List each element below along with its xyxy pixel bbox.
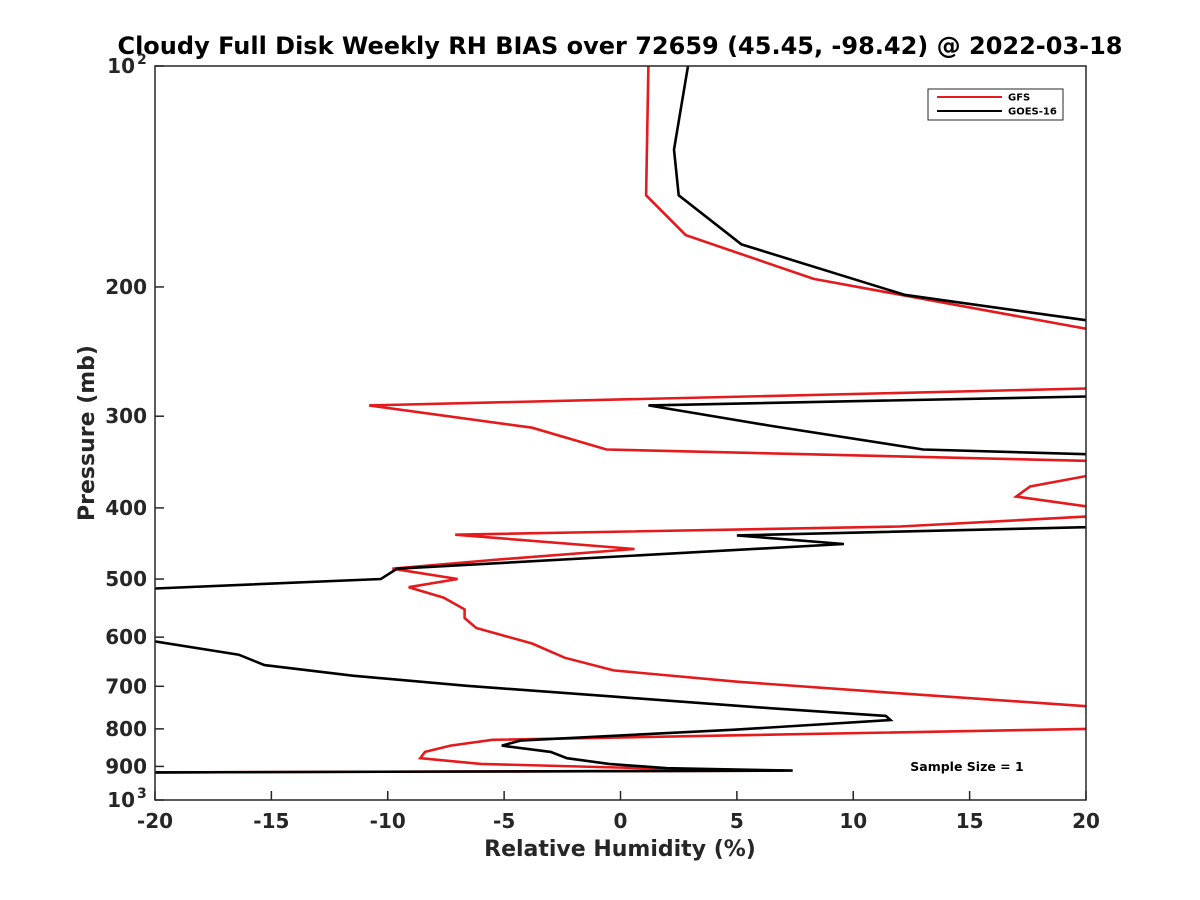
x-tick-label: -15: [253, 809, 289, 833]
y-axis-label: Pressure (mb): [75, 345, 100, 521]
x-tick-label: 10: [839, 809, 867, 833]
x-axis-label: Relative Humidity (%): [484, 837, 756, 862]
y-tick-label: 10: [107, 54, 135, 78]
sample-size-annotation: Sample Size = 1: [910, 759, 1023, 774]
axes-frame: [154, 65, 1087, 801]
x-tick-label: -20: [137, 809, 173, 833]
x-tick-label: 15: [956, 809, 984, 833]
y-tick-label: 200: [105, 275, 147, 299]
x-tick-label: -5: [493, 809, 515, 833]
y-tick-label: 10: [107, 788, 135, 812]
chart-title: Cloudy Full Disk Weekly RH BIAS over 726…: [117, 32, 1122, 60]
x-axis-ticks: -20 -15 -10 -5 0 5 10 15 20: [137, 791, 1100, 833]
y-tick-exponent: 2: [137, 52, 147, 68]
y-tick-exponent: 3: [137, 786, 147, 802]
y-tick-label: 500: [105, 567, 147, 591]
x-tick-label: 5: [730, 809, 744, 833]
legend: GFS GOES-16: [927, 88, 1064, 121]
legend-label-goes16: GOES-16: [1008, 107, 1057, 118]
series-line-goes16: [155, 66, 1086, 774]
plot-area: -20 -15 -10 -5 0 5 10 15 20 21020030040050060070…: [105, 52, 1100, 833]
legend-box: [927, 88, 1064, 121]
series-layer: [155, 66, 1086, 774]
y-tick-label: 900: [105, 754, 147, 778]
y-tick-label: 600: [105, 625, 147, 649]
legend-label-gfs: GFS: [1008, 93, 1030, 104]
y-tick-label: 300: [105, 404, 147, 428]
x-tick-label: 0: [614, 809, 628, 833]
y-tick-label: 700: [105, 674, 147, 698]
y-tick-label: 800: [105, 717, 147, 741]
x-tick-label: 20: [1072, 809, 1100, 833]
series-line-gfs: [155, 66, 1086, 774]
x-tick-label: -10: [370, 809, 406, 833]
y-tick-label: 400: [105, 496, 147, 520]
